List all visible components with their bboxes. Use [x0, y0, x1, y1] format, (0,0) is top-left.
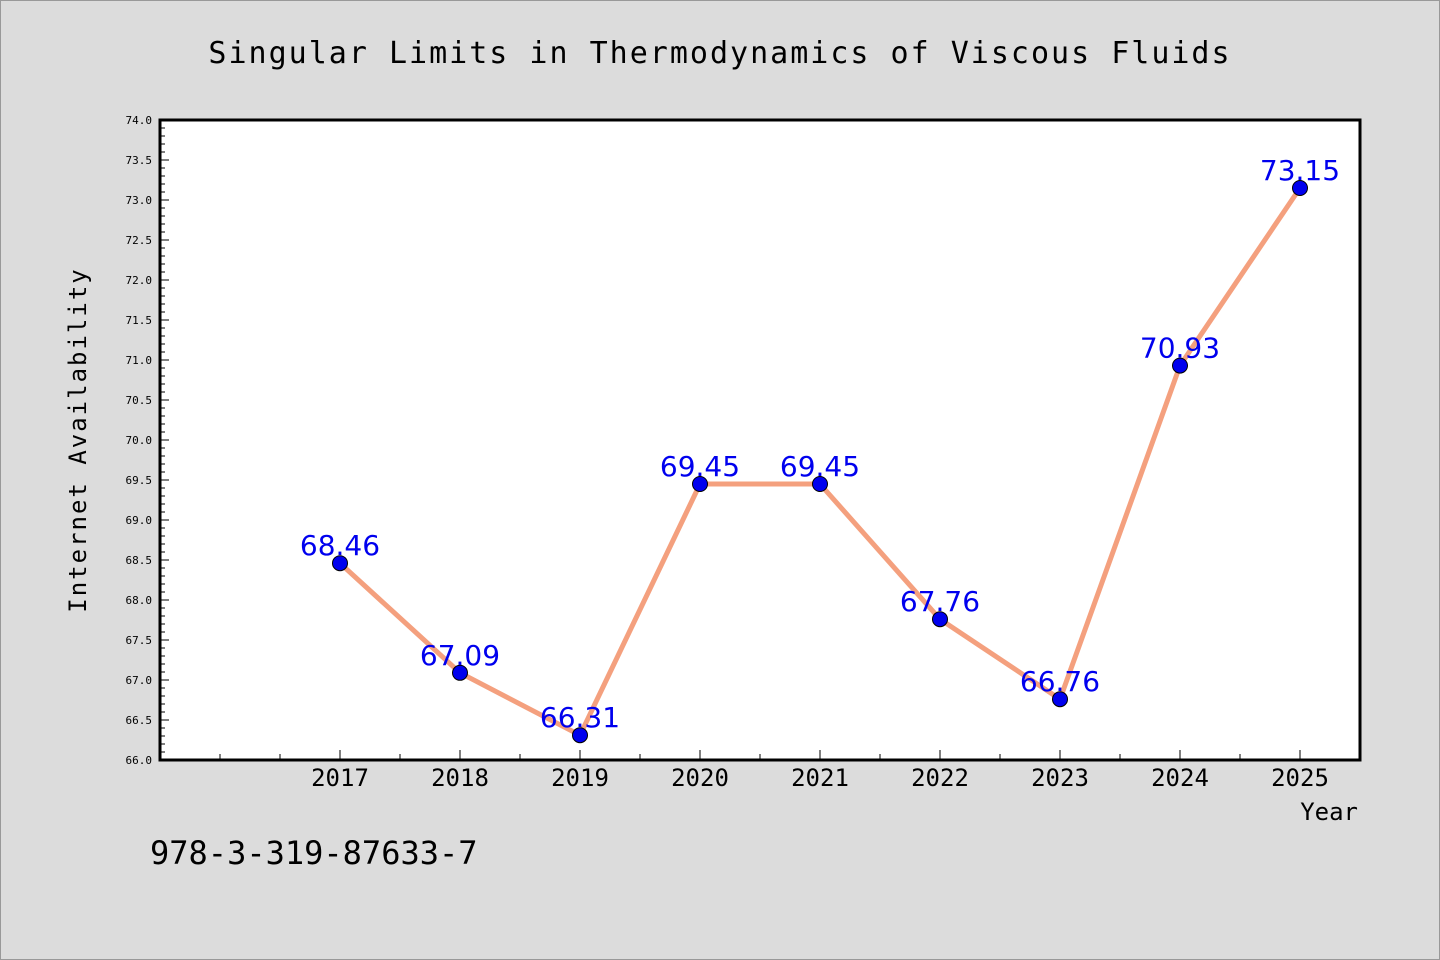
y-tick-label: 70.0	[126, 434, 153, 447]
x-tick-label: 2022	[911, 764, 969, 792]
y-tick-label: 74.0	[126, 114, 153, 127]
data-label: 68.46	[300, 529, 380, 562]
data-label: 66.76	[1020, 665, 1100, 698]
x-tick-label: 2019	[551, 764, 609, 792]
x-tick-label: 2023	[1031, 764, 1089, 792]
x-axis: 2017 2018 2019 2020 2021 2022 2023 2024 2025	[219, 750, 1329, 792]
data-point	[692, 476, 708, 492]
x-tick-label: 2020	[671, 764, 729, 792]
y-tick-label: 72.5	[126, 234, 153, 247]
data-label: 69.45	[780, 450, 860, 483]
y-tick-label: 70.5	[126, 394, 153, 407]
data-point	[332, 555, 348, 572]
y-tick-label: 67.5	[126, 634, 153, 647]
data-label: 67.09	[420, 639, 500, 672]
y-tick-label: 71.5	[126, 314, 153, 327]
data-point	[1052, 691, 1068, 708]
x-tick-label: 2018	[431, 764, 489, 792]
y-tick-label: 66.0	[126, 754, 153, 767]
x-axis-title: Year	[1300, 798, 1358, 826]
data-label-layer: 68.46 67.09 66.31 69.45 69.45 67.76 66.76 70.93…	[300, 154, 1340, 734]
data-point	[932, 611, 948, 628]
data-point	[1172, 357, 1188, 374]
data-point	[572, 727, 588, 744]
y-tick-label: 66.5	[126, 714, 153, 727]
isbn-annotation: 978-3-319-87633-7	[150, 834, 478, 872]
data-label: 69.45	[660, 450, 740, 483]
y-axis-title: Internet Availability	[64, 267, 92, 612]
series-layer	[332, 180, 1308, 744]
chart-title: Singular Limits in Thermodynamics of Vis…	[208, 36, 1231, 71]
x-tick-label: 2024	[1151, 764, 1209, 792]
data-point	[452, 664, 468, 681]
x-tick-label: 2017	[311, 764, 369, 792]
y-tick-label: 71.0	[126, 354, 153, 367]
plot-area	[158, 118, 1362, 762]
y-tick-label: 68.0	[126, 594, 153, 607]
x-tick-label: 2021	[791, 764, 849, 792]
data-label: 70.93	[1140, 332, 1220, 365]
y-tick-label: 69.0	[126, 514, 153, 527]
x-tick-label: 2025	[1271, 764, 1329, 792]
data-label: 66.31	[540, 701, 620, 734]
data-point	[1292, 180, 1308, 196]
y-tick-label: 73.5	[126, 154, 153, 167]
y-tick-label: 67.0	[126, 674, 153, 687]
data-point	[812, 476, 828, 492]
data-label: 67.76	[900, 585, 980, 618]
y-axis: 66.0 66.5 67.0 67.5 68.0 68.5 69.0 69.5 70.0 70.5…	[126, 114, 169, 767]
data-label: 73.15	[1260, 154, 1340, 187]
y-tick-label: 69.5	[126, 474, 153, 487]
y-tick-label: 68.5	[126, 554, 153, 567]
y-tick-label: 73.0	[126, 194, 153, 207]
y-tick-label: 72.0	[126, 274, 153, 287]
